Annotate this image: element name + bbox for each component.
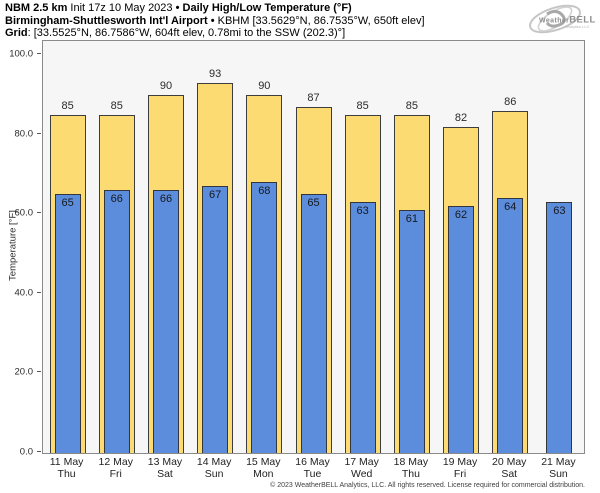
x-tick-label: 18 May Thu (393, 456, 429, 480)
separator-dot: • (207, 14, 218, 27)
high-value-label: 85 (61, 99, 74, 112)
low-value-label: 63 (553, 205, 566, 218)
x-tick-label: 14 May Sun (196, 456, 232, 480)
x-tick-label: 17 May Wed (344, 456, 379, 480)
y-tick-label: 20.0 (14, 366, 34, 378)
weatherbell-logo: WeatherBELL Analytics LLC (529, 4, 596, 34)
low-value-label: 66 (159, 193, 173, 206)
y-tick-label: 0.0 (19, 446, 33, 458)
low-value-label: 66 (110, 193, 123, 206)
y-tick-mark (37, 52, 41, 54)
x-tick-label: 21 May Sun (541, 456, 576, 480)
grid-coords: : [33.5525°N, 86.7586°W, 604ft elev, 0.7… (27, 27, 346, 39)
station-coords: KBHM [33.5629°N, 86.7535°W, 650ft elev] (217, 14, 425, 27)
logo-text: WeatherBELL (539, 15, 596, 26)
low-bar: 63 (546, 202, 573, 453)
hurricane-swirl-icon (529, 4, 581, 34)
copyright-notice: © 2023 WeatherBELL Analytics, LLC. All r… (270, 482, 585, 489)
high-value-label: 82 (454, 111, 468, 124)
high-value-label: 87 (307, 91, 320, 104)
header-line-1: NBM 2.5 km Init 17z 10 May 2023 • Daily … (5, 2, 425, 15)
low-bar: 68 (251, 182, 278, 453)
high-value-label: 93 (209, 67, 222, 80)
low-value-label: 63 (356, 205, 369, 218)
high-value-label: 85 (356, 99, 369, 112)
y-tick-mark (37, 212, 41, 214)
header-line-2: Birmingham-Shuttlesworth Int'l Airport •… (5, 15, 425, 28)
grid-label: Grid (5, 27, 28, 39)
init-time: Init 17z 10 May 2023 (67, 2, 176, 14)
y-tick-mark (37, 371, 41, 373)
x-tick-label: 11 May Thu (49, 456, 84, 480)
x-tick-label: 19 May Fri (442, 456, 478, 480)
y-tick-mark (37, 291, 41, 293)
low-bar: 66 (103, 190, 130, 453)
high-value-label: 85 (110, 99, 123, 112)
header-line-3: Grid: [33.5525°N, 86.7586°W, 604ft elev,… (5, 27, 425, 40)
low-bar: 63 (349, 202, 376, 453)
y-tick-label: 40.0 (14, 287, 34, 299)
low-bar: 65 (54, 194, 81, 453)
high-value-label: 86 (504, 95, 517, 108)
low-bar: 65 (300, 194, 327, 453)
low-bar: 61 (398, 210, 425, 453)
low-value-label: 68 (258, 185, 271, 198)
chart-header: NBM 2.5 km Init 17z 10 May 2023 • Daily … (5, 2, 425, 40)
x-tick-label: 13 May Sat (147, 456, 183, 480)
high-value-label: 90 (258, 79, 271, 92)
station-name: Birmingham-Shuttlesworth Int'l Airport (5, 14, 208, 27)
model-name: NBM 2.5 km (5, 2, 68, 14)
x-tick-label: 12 May Fri (98, 456, 133, 480)
low-bar: 66 (152, 190, 179, 453)
y-tick-mark (37, 451, 41, 452)
x-tick-label: 16 May Tue (295, 456, 330, 480)
low-value-label: 65 (307, 197, 320, 210)
x-tick-label: 15 May Mon (246, 456, 281, 480)
low-value-label: 64 (504, 201, 517, 214)
chart-title: • Daily High/Low Temperature (°F) (175, 2, 352, 14)
plot-area: 85 65 85 66 90 66 93 67 90 68 87 65 85 63 85 61 82 62 86 64… (42, 40, 585, 454)
low-bar: 64 (497, 198, 524, 453)
low-value-label: 65 (61, 197, 74, 210)
y-axis: 0.0 20.0 40.0 60.0 80.0 100.0 (0, 40, 42, 458)
high-value-label: 90 (159, 79, 173, 92)
y-tick-label: 60.0 (14, 207, 34, 219)
y-tick-label: 80.0 (14, 128, 34, 140)
x-axis: 11 May Thu 12 May Fri 13 May Sat 14 May Sun 15 M… (42, 456, 583, 482)
y-tick-label: 100.0 (9, 48, 33, 60)
low-value-label: 61 (405, 213, 418, 226)
low-value-label: 67 (209, 189, 222, 202)
high-value-label: 85 (405, 99, 418, 112)
low-bar: 62 (448, 206, 475, 453)
low-value-label: 62 (454, 209, 468, 222)
logo-subtext: Analytics LLC (565, 24, 590, 29)
x-tick-label: 20 May Sat (492, 456, 527, 480)
low-bar: 67 (202, 186, 229, 453)
y-axis-title: Temperature [°F] (7, 210, 19, 281)
y-tick-mark (37, 132, 41, 134)
